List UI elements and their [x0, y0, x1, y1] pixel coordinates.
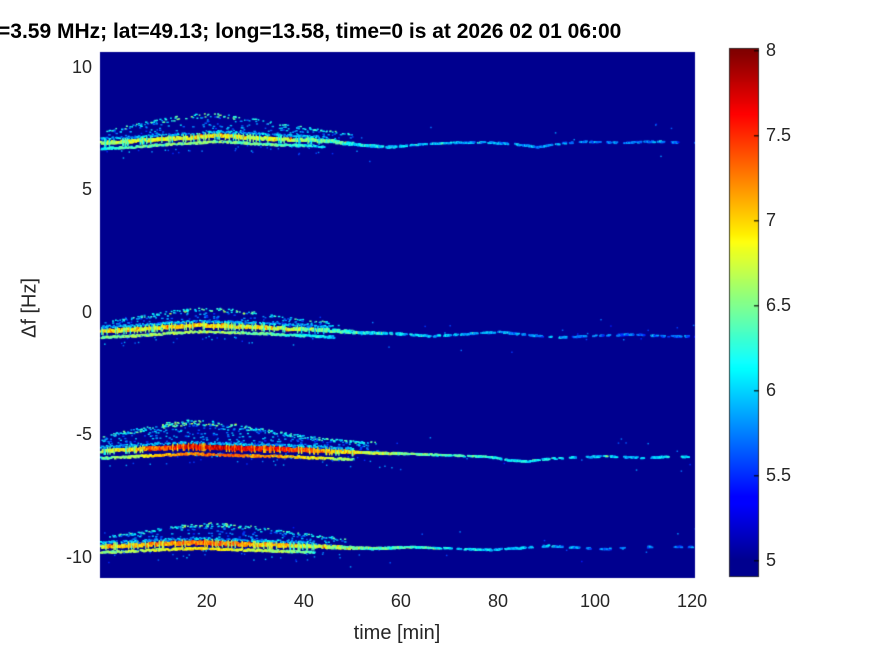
- x-tick-label: 60: [390, 591, 411, 611]
- x-tick-label: 40: [293, 591, 314, 611]
- colorbar-tick-label: 7.5: [766, 125, 792, 145]
- y-tick-label: 5: [81, 179, 92, 200]
- colorbar-tick-label: 6: [766, 380, 777, 400]
- y-tick-label: 0: [81, 301, 92, 322]
- x-tick-label: 20: [196, 591, 217, 611]
- x-tick-label: 80: [487, 591, 508, 611]
- y-tick-label: -10: [65, 546, 92, 567]
- chart-title: =3.59 MHz; lat=49.13; long=13.58, time=0…: [0, 20, 622, 43]
- colorbar-tick-label: 6.5: [766, 295, 792, 315]
- colorbar-tick-label: 5.5: [766, 465, 792, 485]
- x-tick-label: 100: [579, 591, 611, 611]
- x-axis-label: time [min]: [353, 622, 441, 644]
- x-tick-label: 120: [677, 591, 708, 611]
- colorbar-tick-label: 7: [766, 210, 777, 230]
- colorbar-tick-label: 5: [766, 550, 777, 570]
- y-tick-label: -5: [75, 424, 92, 445]
- y-tick-label: 10: [71, 56, 92, 77]
- colorbar-tick-label: 8: [766, 40, 777, 60]
